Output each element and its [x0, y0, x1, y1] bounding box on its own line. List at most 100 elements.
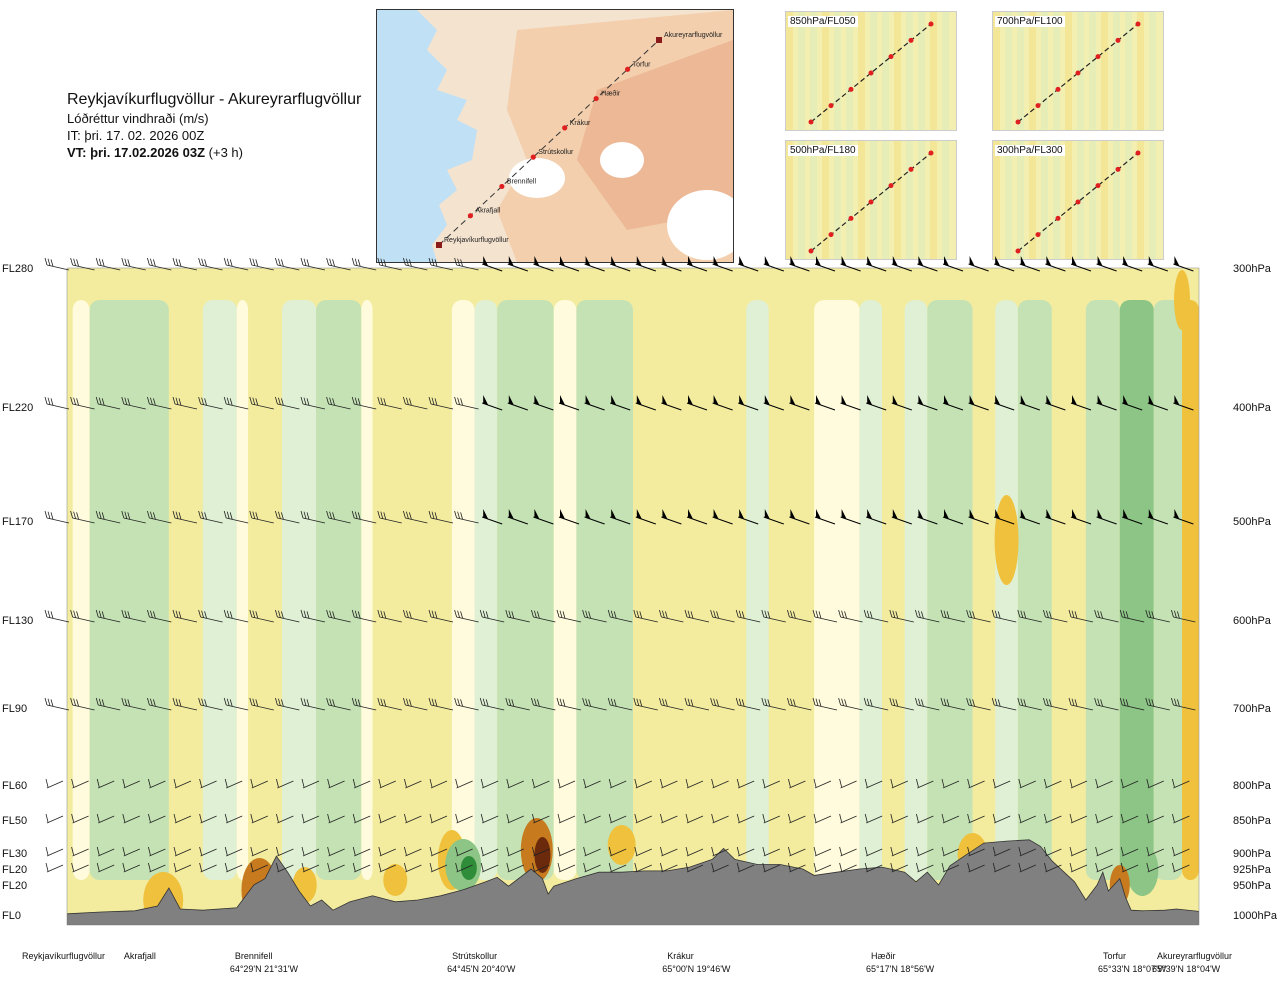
- wind-barb-feather: [1097, 610, 1100, 618]
- wind-barb: [994, 509, 1015, 525]
- cell-up_light: [1187, 540, 1199, 660]
- wind-barb: [992, 862, 1011, 873]
- wind-barb-feather: [1018, 862, 1022, 872]
- wind-barb-staff: [891, 815, 908, 824]
- wind-barb-staff: [149, 616, 172, 623]
- wind-barb: [249, 396, 274, 410]
- wind-barb-pennant: [969, 509, 975, 519]
- wind-barb-staff: [149, 704, 172, 711]
- wind-barb: [250, 862, 268, 873]
- map-point-label: Akrafjall: [475, 208, 500, 215]
- mini-map-waypoint: [1095, 183, 1101, 189]
- wind-barb-staff: [328, 616, 351, 623]
- wind-barb-staff: [917, 516, 938, 525]
- wind-barb-feather: [716, 699, 719, 707]
- wind-barb: [864, 813, 883, 824]
- wind-barb-staff: [686, 616, 710, 623]
- wind-barb-feather: [434, 611, 438, 619]
- wind-barb: [531, 609, 556, 623]
- wind-barb: [300, 609, 326, 623]
- wind-barb-pennant: [816, 395, 821, 405]
- wind-barb-feather: [121, 697, 125, 706]
- wind-barb-feather: [741, 611, 745, 619]
- wind-barb-staff: [507, 516, 528, 525]
- wind-barb-pennant: [867, 256, 873, 266]
- wind-barb-staff: [200, 704, 223, 711]
- wind-barb-feather: [532, 813, 535, 823]
- wind-barb-feather: [613, 699, 617, 707]
- mini-map-band: [834, 141, 841, 259]
- waypoint-name: Akureyrarflugvöllur: [1157, 951, 1233, 961]
- wind-barb-pennant: [1174, 395, 1180, 405]
- wind-barb-feather: [178, 398, 182, 406]
- wind-barb-feather: [229, 611, 233, 619]
- wind-barb: [1070, 395, 1092, 411]
- wind-barb-staff: [430, 616, 454, 623]
- wind-barb-feather: [95, 609, 99, 618]
- wind-barb-staff: [1070, 402, 1092, 411]
- wind-barb: [147, 396, 172, 410]
- wind-barb-feather: [582, 697, 585, 706]
- wind-barb-feather: [761, 697, 765, 706]
- wind-barb-staff: [507, 616, 530, 623]
- wind-barb-feather: [249, 257, 253, 266]
- wind-barb: [813, 846, 832, 857]
- wind-barb-feather: [762, 778, 766, 788]
- wind-barb-feather: [95, 697, 99, 706]
- wind-barb-feather: [660, 846, 663, 856]
- wind-barb-feather: [148, 846, 151, 856]
- wind-barb: [480, 862, 499, 873]
- wind-barb: [966, 697, 991, 711]
- wind-barb-feather: [455, 778, 458, 788]
- wind-barb: [1069, 813, 1088, 824]
- wind-barb-staff: [712, 516, 733, 525]
- wind-barb-staff: [430, 848, 448, 857]
- wind-barb: [763, 509, 784, 525]
- wind-barb-staff: [968, 815, 985, 824]
- wind-barb-feather: [869, 611, 873, 619]
- wind-barb-staff: [738, 704, 761, 711]
- cell-up_light: [607, 825, 636, 865]
- mini-map-700-label: 700hPa/FL100: [995, 16, 1065, 27]
- wind-barb: [967, 778, 985, 789]
- wind-barb-feather: [967, 862, 970, 872]
- wind-barb-staff: [123, 403, 146, 410]
- mini-map-band: [1137, 141, 1144, 259]
- wind-barb-staff: [1173, 402, 1194, 411]
- wind-barb-feather: [818, 699, 822, 707]
- wind-barb-staff: [123, 780, 140, 789]
- wind-barb-feather: [47, 511, 51, 519]
- wind-barb: [351, 510, 377, 524]
- wind-barb: [584, 256, 605, 272]
- wind-barb-staff: [1070, 864, 1088, 873]
- field-column-up_faint: [168, 300, 203, 880]
- wind-barb: [147, 697, 172, 711]
- wind-barb-feather: [326, 510, 329, 519]
- wind-barb-staff: [533, 864, 550, 873]
- wind-barb-feather: [839, 862, 842, 872]
- wind-barb: [685, 862, 704, 873]
- wind-barb: [814, 509, 836, 525]
- wind-barb: [763, 395, 784, 411]
- wind-barb: [1094, 609, 1119, 623]
- wind-barb-staff: [251, 815, 268, 824]
- wind-barb-staff: [1122, 402, 1143, 411]
- wind-barb-staff: [98, 848, 115, 857]
- wind-barb: [710, 609, 735, 623]
- wind-barb: [583, 846, 601, 857]
- wind-barb-feather: [916, 813, 919, 823]
- wind-barb-feather: [793, 699, 796, 707]
- wind-barb: [1068, 609, 1094, 623]
- wind-barb-pennant: [1148, 509, 1154, 519]
- wind-barb: [403, 510, 428, 524]
- wind-barb-feather: [153, 699, 156, 707]
- mini-map-band: [786, 141, 793, 259]
- wind-barb-feather: [1071, 698, 1075, 706]
- wind-barb: [377, 396, 402, 410]
- wind-barb-feather: [172, 697, 176, 706]
- mini-map-band: [1005, 141, 1012, 259]
- wind-barb-feather: [44, 396, 48, 405]
- wind-barb: [301, 778, 320, 789]
- wind-barb-feather: [812, 609, 816, 618]
- wind-barb: [199, 846, 217, 857]
